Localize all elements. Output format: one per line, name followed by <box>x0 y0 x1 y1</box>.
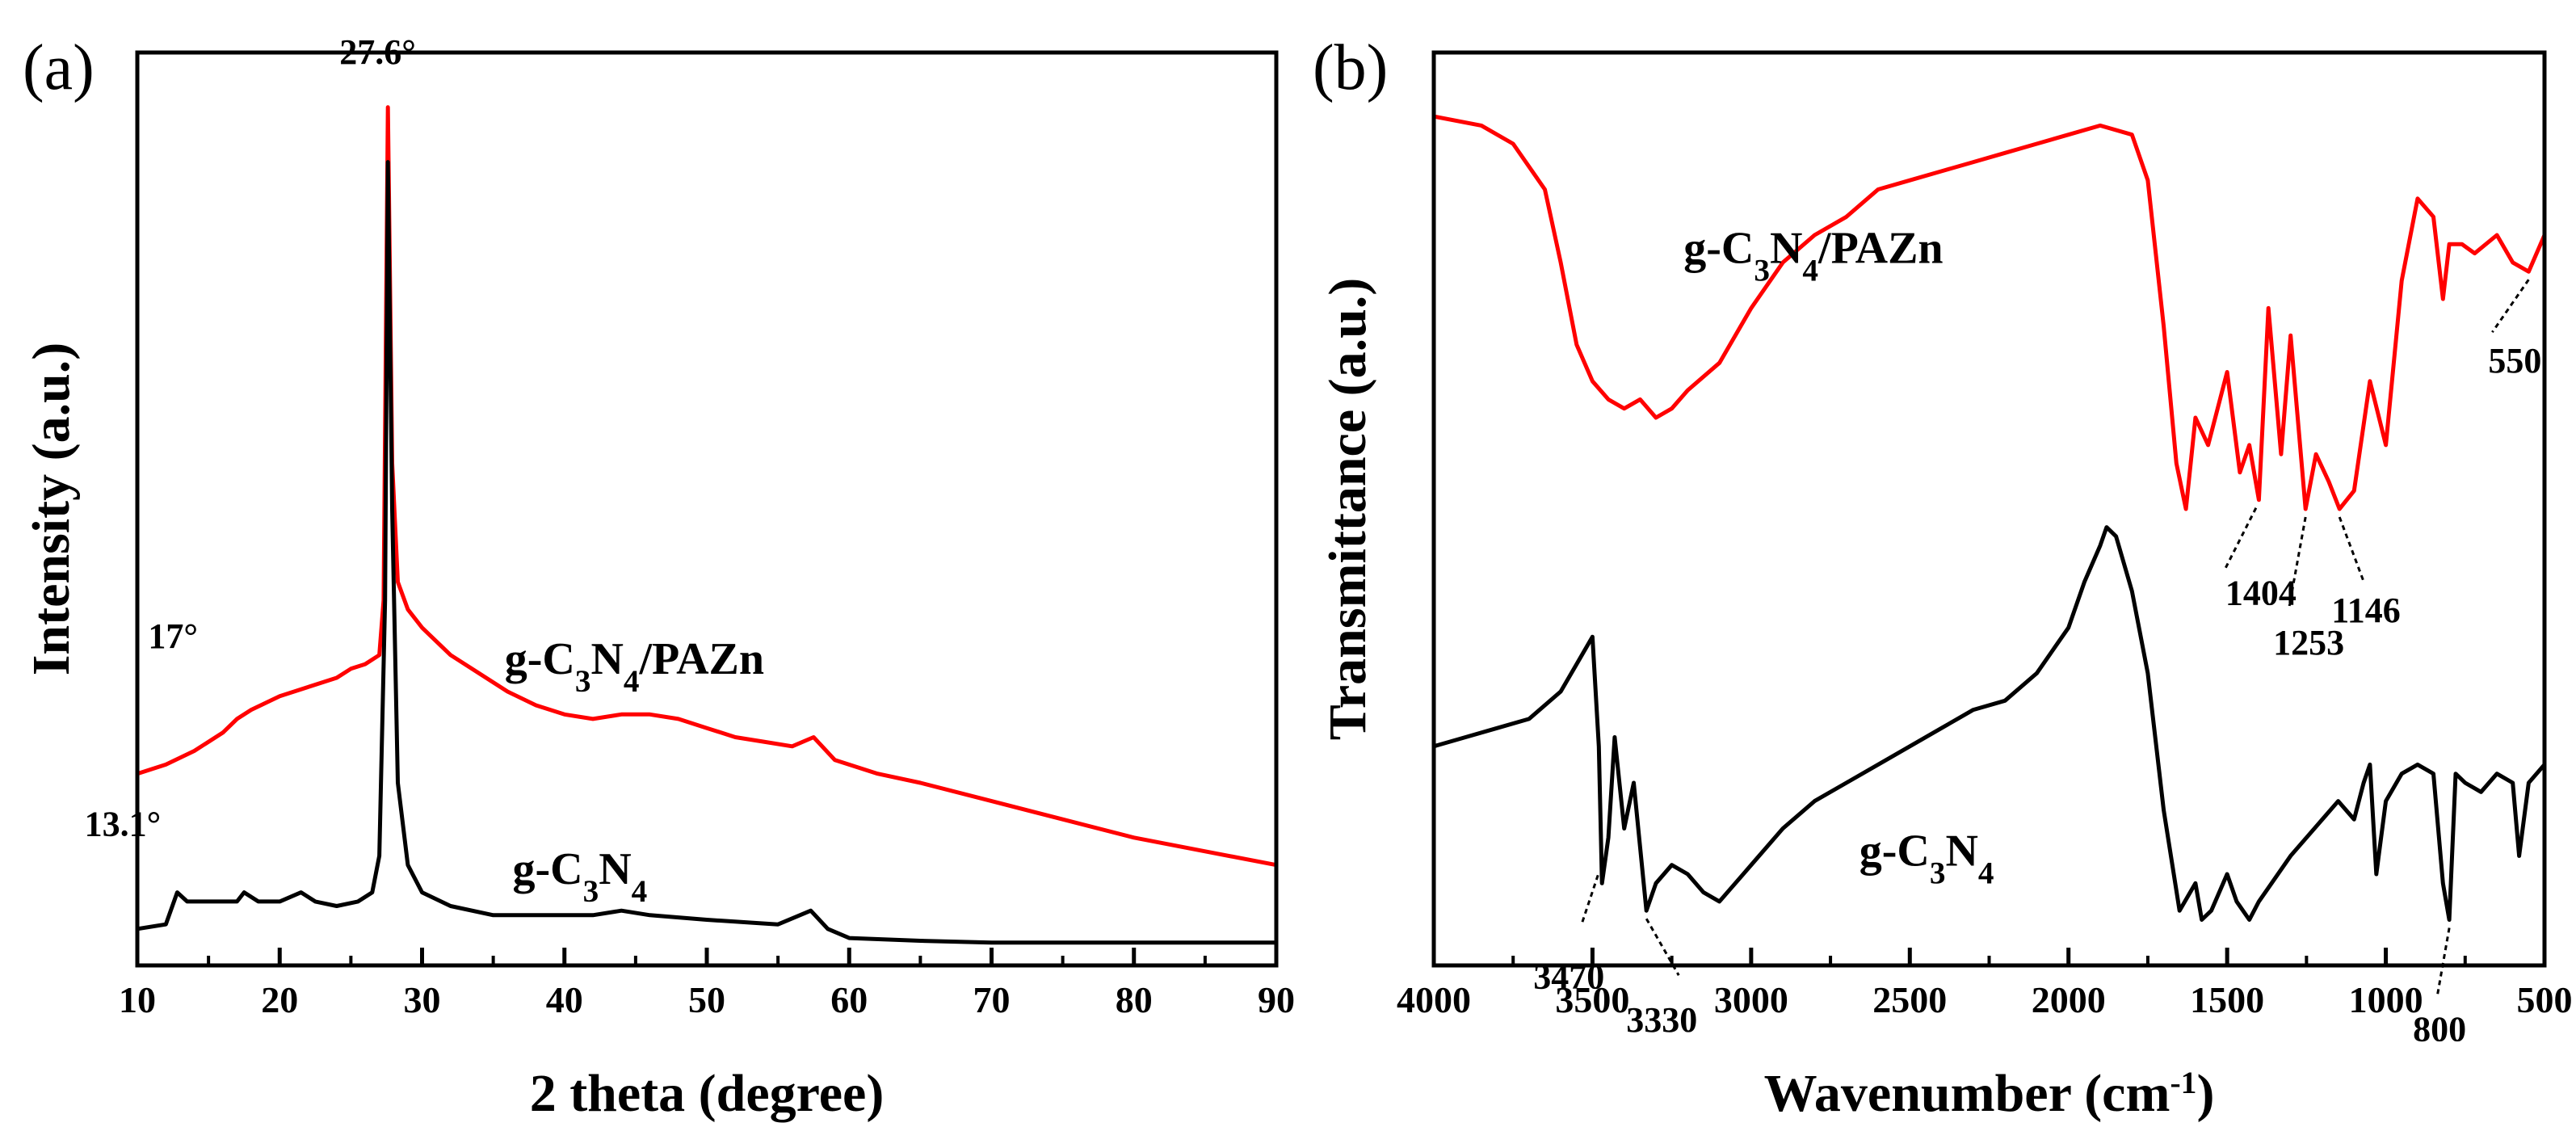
x-tick-label: 20 <box>261 979 298 1020</box>
x-tick-label: 60 <box>830 979 868 1020</box>
annotation-arrow <box>2338 516 2365 582</box>
series-label: g-C3N4 <box>1860 826 1994 890</box>
series-line-composite <box>137 105 1277 868</box>
x-tick-label: 4000 <box>1397 979 1471 1020</box>
x-tick-label: 30 <box>404 979 441 1020</box>
x-tick-label: 70 <box>973 979 1011 1020</box>
peak-annotation: 3330 <box>1626 1000 1697 1040</box>
peak-annotation: 1146 <box>2331 591 2401 630</box>
x-tick-label: 1000 <box>2349 979 2423 1020</box>
x-tick-label: 40 <box>546 979 583 1020</box>
annotation-arrow <box>2435 927 2451 997</box>
series-label: g-C3N4 <box>513 844 648 909</box>
annotation-arrow <box>2491 279 2530 334</box>
annotation-arrow <box>2224 507 2258 570</box>
annotation-arrow <box>2288 516 2307 607</box>
x-tick-label: 500 <box>2517 979 2573 1020</box>
series-line-pristine <box>137 160 1276 945</box>
y-axis-title: Intensity (a.u.) <box>22 343 81 676</box>
peak-annotation: 27.6° <box>339 32 416 72</box>
x-tick-label: 3000 <box>1714 979 1788 1020</box>
peak-annotation: 3470 <box>1533 957 1604 996</box>
annotation-arrow <box>1645 918 1680 976</box>
panel-label: (a) <box>23 32 95 103</box>
annotation-arrow <box>1580 874 1599 924</box>
x-tick-label: 10 <box>119 979 156 1020</box>
x-tick-label: 1500 <box>2190 979 2264 1020</box>
series-line-pristine <box>1433 525 2546 922</box>
peak-annotation: 1253 <box>2273 623 2344 662</box>
peak-annotation: 1404 <box>2225 574 2297 613</box>
x-axis-title: Wavenumber (cm-1) <box>1764 1064 2215 1123</box>
y-axis-title: Transmittance (a.u.) <box>1318 278 1377 741</box>
x-axis-title: 2 theta (degree) <box>530 1064 885 1123</box>
peak-annotation: 800 <box>2413 1010 2466 1049</box>
peak-annotation: 13.1° <box>85 804 162 843</box>
peak-annotation: 17° <box>148 616 198 656</box>
x-tick-label: 2000 <box>2032 979 2106 1020</box>
series-line-composite <box>1433 114 2547 511</box>
peak-annotation: 550 <box>2488 341 2541 381</box>
x-tick-label: 3500 <box>1555 979 1629 1020</box>
x-tick-label: 90 <box>1258 979 1295 1020</box>
panel-label: (b) <box>1313 32 1388 103</box>
series-label: g-C3N4/PAZn <box>1683 224 1943 288</box>
series-label: g-C3N4/PAZn <box>505 634 764 699</box>
x-tick-label: 50 <box>688 979 725 1020</box>
chart-panel-b: 4000 3500 3000 2500 2000 1500 1000 500 (b) Wavenu… <box>1313 32 2573 1123</box>
x-tick-label: 80 <box>1116 979 1153 1020</box>
chart-panel-a: 10 20 30 40 50 60 70 80 90 (a) 2 theta (degree) Int… <box>22 32 1295 1123</box>
x-tick-label: 2500 <box>1872 979 1947 1020</box>
